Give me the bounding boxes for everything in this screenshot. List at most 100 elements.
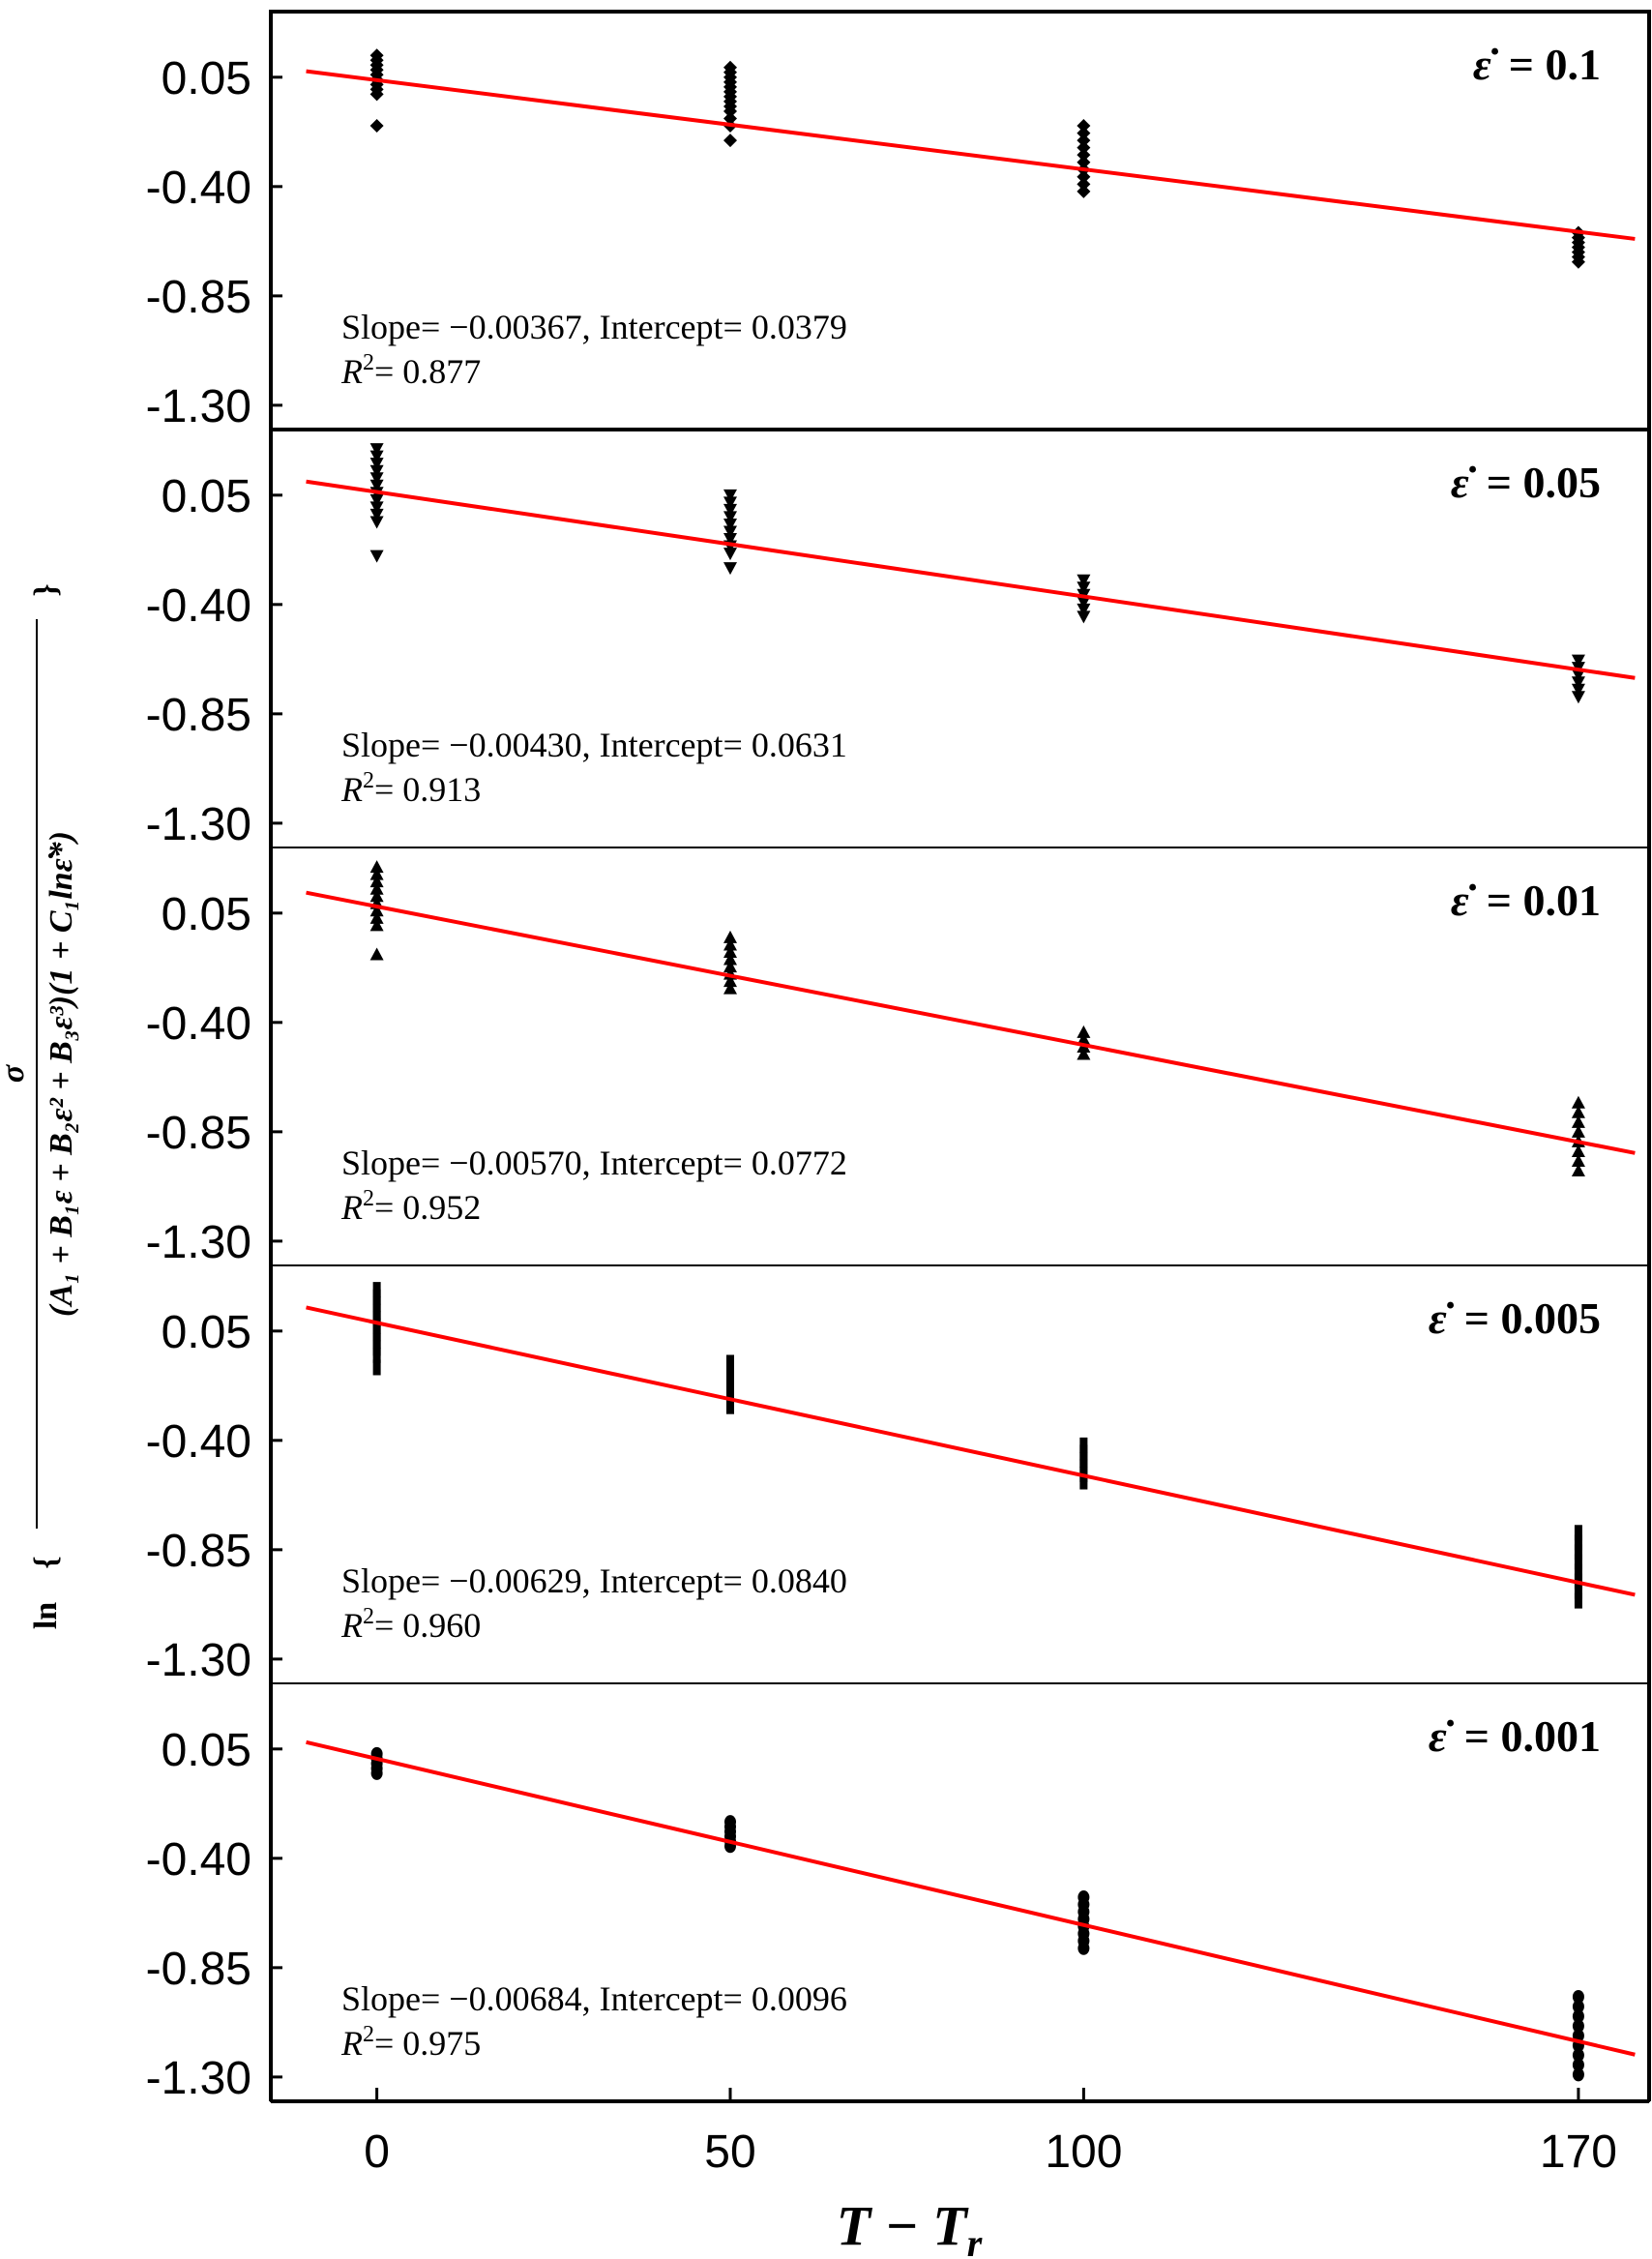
data-point <box>1077 596 1091 609</box>
data-points <box>372 1282 1582 1609</box>
regression-line <box>306 890 1636 1155</box>
data-point <box>1077 574 1091 587</box>
strain-rate-label: ε̇ = 0.01 <box>1451 876 1601 925</box>
x-tick-label: 50 <box>704 2126 755 2178</box>
data-point <box>369 904 384 917</box>
data-point <box>1571 683 1585 697</box>
r-squared-value: = 0.960 <box>374 1606 481 1645</box>
r-squared-value: = 0.913 <box>374 770 481 809</box>
data-point <box>1572 2000 1584 2014</box>
data-point <box>723 489 737 502</box>
strain-rate-value: = 0.05 <box>1487 458 1601 507</box>
y-tick-label: -1.30 <box>146 2053 251 2104</box>
data-point <box>369 910 384 924</box>
data-point <box>1571 1095 1585 1109</box>
strain-rate-symbol: ε̇ <box>1429 1293 1455 1343</box>
regression-line <box>306 479 1636 680</box>
r-squared-label: R2= 0.960 <box>340 1604 481 1645</box>
data-point <box>369 479 384 492</box>
regression-line <box>306 69 1636 241</box>
data-point <box>1077 169 1091 184</box>
x-tick-label: 170 <box>1540 2126 1617 2178</box>
data-point <box>723 134 737 148</box>
panel: 0.05 -0.40 -0.85 -1.30 ε̇ = 0.01 Slope= −0.005… <box>146 847 1650 1268</box>
data-point <box>1077 134 1091 148</box>
strain-rate-label: ε̇ = 0.05 <box>1451 458 1601 507</box>
panel: 0.05 -0.40 -0.85 -1.30 ε̇ = 0.005 Slope= −0.00… <box>146 1264 1650 1686</box>
data-point <box>369 443 384 457</box>
y-tick-label: -1.30 <box>146 1217 251 1268</box>
data-point <box>1572 2067 1584 2082</box>
slope-intercept-label: Slope= −0.00570, Intercept= 0.0772 <box>341 1144 847 1182</box>
ylabel-close-brace: } <box>28 583 64 596</box>
data-point <box>1571 1154 1585 1167</box>
data-point <box>372 1359 381 1376</box>
y-tick-label: -0.40 <box>146 163 251 214</box>
strain-rate-value: = 0.1 <box>1509 40 1601 89</box>
r-squared-exponent: 2 <box>363 350 374 375</box>
y-tick-label: -0.85 <box>146 1526 251 1577</box>
x-axis-title: T − Tr <box>837 2194 983 2259</box>
r-squared-symbol: R <box>340 1188 363 1227</box>
slope-intercept-label: Slope= −0.00629, Intercept= 0.0840 <box>341 1561 847 1600</box>
data-point <box>1572 2019 1584 2034</box>
data-point <box>369 867 384 880</box>
data-point <box>1574 1544 1582 1560</box>
data-point <box>723 930 737 943</box>
strain-rate-label: ε̇ = 0.1 <box>1473 40 1601 89</box>
data-point <box>723 952 737 966</box>
r-squared-exponent: 2 <box>363 2022 374 2047</box>
r-squared-exponent: 2 <box>363 1604 374 1629</box>
r-squared-label: R2= 0.975 <box>340 2022 481 2063</box>
ylabel-numerator: σ <box>0 1063 31 1083</box>
data-point <box>1574 1534 1582 1551</box>
data-point <box>369 458 384 471</box>
r-squared-label: R2= 0.913 <box>340 768 481 809</box>
x-tick-label: 100 <box>1045 2126 1122 2178</box>
r-squared-value: = 0.877 <box>374 352 481 391</box>
y-tick-label: -1.30 <box>146 381 251 432</box>
data-point <box>1574 1563 1582 1580</box>
data-point <box>723 548 737 561</box>
regression-line <box>306 1739 1636 2057</box>
data-point <box>369 947 384 961</box>
y-tick-label: -1.30 <box>146 799 251 850</box>
y-tick-label: -0.85 <box>146 272 251 323</box>
data-point <box>1572 2009 1584 2024</box>
y-tick-label: -0.40 <box>146 998 251 1050</box>
strain-rate-symbol: ε̇ <box>1473 40 1499 89</box>
panel: 0.05 -0.40 -0.85 -1.30 ε̇ = 0.1 Slope= −0.0036… <box>146 10 1651 432</box>
data-point <box>723 503 737 517</box>
data-point <box>1571 1105 1585 1118</box>
x-axis-title-main: T − T <box>837 2194 970 2257</box>
data-point <box>369 119 384 134</box>
data-point <box>1077 148 1091 163</box>
y-tick-label: -0.85 <box>146 1108 251 1159</box>
y-tick-label: -1.30 <box>146 1635 251 1686</box>
data-point <box>370 1766 383 1780</box>
y-tick-label: 0.05 <box>162 53 251 104</box>
data-point <box>1571 669 1585 682</box>
strain-rate-value: = 0.005 <box>1464 1293 1601 1343</box>
y-tick-label: -0.85 <box>146 690 251 741</box>
data-point <box>723 960 737 973</box>
data-point <box>369 881 384 895</box>
strain-rate-value: = 0.001 <box>1464 1711 1601 1761</box>
data-points <box>369 48 1585 269</box>
r-squared-label: R2= 0.952 <box>340 1186 481 1227</box>
data-point <box>1571 1124 1585 1138</box>
data-point <box>372 1347 381 1363</box>
data-point <box>723 518 737 531</box>
data-points <box>369 860 1585 1177</box>
data-point <box>1077 1025 1091 1038</box>
data-point <box>1571 676 1585 690</box>
r-squared-symbol: R <box>340 2024 363 2063</box>
data-point <box>369 516 384 529</box>
data-points <box>370 1746 1584 2082</box>
data-point <box>1077 1032 1091 1046</box>
data-point <box>369 918 384 932</box>
data-point <box>1571 254 1585 269</box>
slope-intercept-label: Slope= −0.00684, Intercept= 0.0096 <box>341 1979 847 2018</box>
data-point <box>1572 1990 1584 2004</box>
